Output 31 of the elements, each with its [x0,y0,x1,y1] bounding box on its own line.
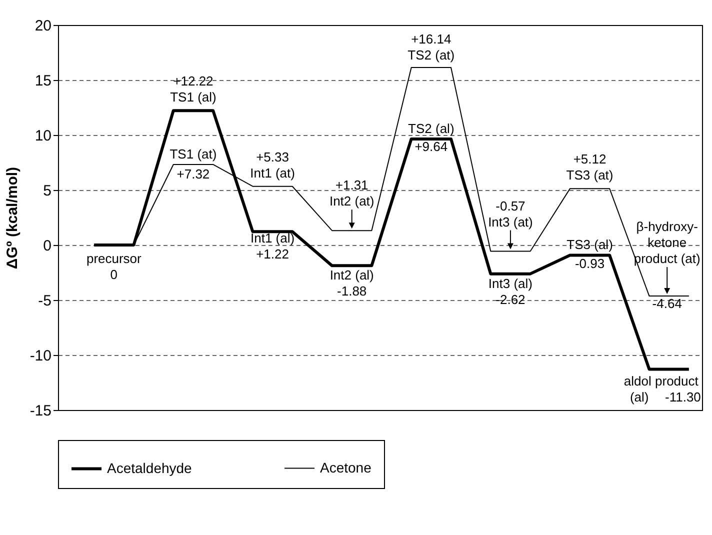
annotation: TS1 (at) [170,146,217,162]
annotation: Int3 (al) -2.62 [488,276,533,307]
annotation: +1.31 Int2 (at) [329,178,374,209]
annotation: -4.64 [652,296,682,312]
y-tick-label: 10 [34,128,52,144]
annotation: precursor 0 [86,251,142,282]
legend-label: Acetaldehyde [107,460,192,476]
y-tick-label: 0 [43,238,52,254]
y-tick-label: -15 [30,402,52,420]
annotation: +9.64 [414,138,448,154]
y-tick-label: 15 [34,72,52,90]
y-tick-label: 20 [34,18,52,34]
y-axis-title: ΔGº (kcal/mol) [4,166,21,270]
y-tick-label: -5 [38,292,52,310]
annotation: +7.32 [176,166,210,182]
annotation: +12.22 TS1 (al) [170,74,216,105]
annotation: Int1 (al) +1.22 [250,230,295,262]
annotation: TS3 (al) [566,237,613,252]
annotation: +16.14 TS2 (at) [408,31,455,62]
annotation: -0.93 [574,256,605,272]
legend-label: Acetone [320,459,372,476]
annotation: TS2 (al) [408,120,454,136]
annotation: +5.33 Int1 (at) [250,149,295,180]
y-tick-label: -10 [30,348,52,364]
annotation: +5.12 TS3 (at) [566,152,614,183]
annotation: -0.57 Int3 (at) [488,198,533,230]
annotation: (al) [630,389,649,404]
annotation: -11.30 [665,389,701,404]
annotation: aldol product [624,373,699,388]
annotation: Int2 (al) -1.88 [330,268,374,299]
y-tick-label: 5 [43,182,52,200]
